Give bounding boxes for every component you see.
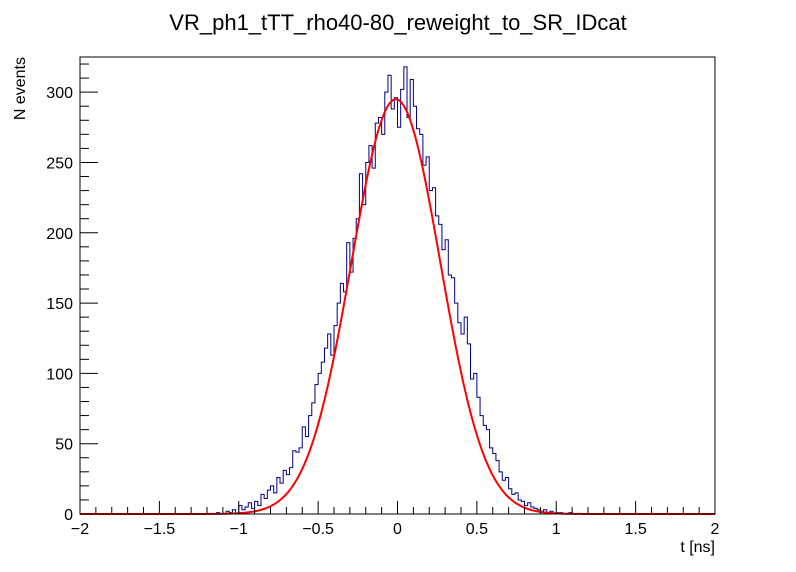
y-tick-label: 150 xyxy=(46,296,73,313)
x-tick-label: −1.5 xyxy=(144,521,176,538)
histogram-bin xyxy=(296,452,299,514)
histogram-bin xyxy=(385,92,388,514)
chart-title: VR_ph1_tTT_rho40-80_reweight_to_SR_IDcat xyxy=(169,10,626,35)
histogram-bin xyxy=(458,323,461,514)
histogram-bin xyxy=(328,334,331,514)
histogram-bin xyxy=(420,134,423,514)
histogram-bin xyxy=(344,292,347,514)
x-tick-label: 1.5 xyxy=(625,521,647,538)
fit-layer xyxy=(80,98,715,515)
histogram-bin xyxy=(378,117,381,514)
histogram-bin xyxy=(401,89,404,514)
x-tick-label: −2 xyxy=(71,521,89,538)
histogram-bin xyxy=(318,373,321,514)
histogram-bin xyxy=(331,355,334,514)
histogram-bin xyxy=(312,403,315,514)
histogram-bin xyxy=(461,334,464,514)
histogram-bin xyxy=(464,317,467,514)
y-tick-label: 300 xyxy=(46,85,73,102)
y-tick-label: 100 xyxy=(46,366,73,383)
y-axis-label: N events xyxy=(12,57,29,120)
histogram-bin xyxy=(394,98,397,514)
histogram-bin xyxy=(404,67,407,514)
histogram-bin xyxy=(493,454,496,514)
histogram-bin xyxy=(407,117,410,514)
histogram-outline xyxy=(80,66,715,515)
histogram-bin xyxy=(512,494,515,514)
histogram-layer xyxy=(80,66,715,515)
histogram-bin xyxy=(315,385,318,514)
y-tick-label: 250 xyxy=(46,155,73,172)
histogram-bin xyxy=(429,191,432,514)
x-tick-label: 0 xyxy=(393,521,402,538)
histogram-bin xyxy=(391,109,394,514)
y-tick-label: 200 xyxy=(46,226,73,243)
histogram-bin xyxy=(455,303,458,514)
histogram-bin xyxy=(324,348,327,514)
histogram-bin xyxy=(353,238,356,514)
histogram-bin xyxy=(359,174,362,514)
histogram-bin xyxy=(417,129,420,514)
histogram-bin xyxy=(375,123,378,514)
histogram-bin xyxy=(388,75,391,514)
histogram-bin xyxy=(436,216,439,514)
histogram-bin xyxy=(382,134,385,514)
histogram-bin xyxy=(502,480,505,514)
histogram-bin xyxy=(445,240,448,514)
histogram-bin xyxy=(356,219,359,514)
histogram-bin xyxy=(321,362,324,514)
histogram-bin xyxy=(398,127,401,514)
y-axis: 0 50 100 150 200 250 300 xyxy=(46,63,98,524)
x-tick-label: −0.5 xyxy=(302,521,334,538)
histogram-bin xyxy=(366,162,369,514)
fit-curve xyxy=(80,98,715,515)
histogram-bin xyxy=(410,79,413,514)
histogram-bin xyxy=(480,416,483,514)
x-tick-label: 2 xyxy=(711,521,720,538)
histogram-bin xyxy=(413,106,416,514)
y-tick-label: 0 xyxy=(64,507,73,524)
histogram-bin xyxy=(471,379,474,514)
y-tick-label: 50 xyxy=(55,437,73,454)
x-axis-label: t [ns] xyxy=(680,539,715,556)
x-tick-label: 1 xyxy=(552,521,561,538)
histogram-bin xyxy=(426,157,429,514)
histogram-bin xyxy=(299,448,302,514)
histogram-bin xyxy=(369,146,372,514)
histogram-bin xyxy=(363,205,366,514)
x-tick-label: 0.5 xyxy=(466,521,488,538)
x-tick-label: −1 xyxy=(230,521,248,538)
histogram-bin xyxy=(483,425,486,514)
histogram-bin xyxy=(423,165,426,514)
histogram-bin xyxy=(451,278,454,514)
histogram-bin xyxy=(372,168,375,514)
x-axis: −2 −1.5 −1 −0.5 0 0.5 1 1.5 2 xyxy=(71,501,720,538)
histogram-bin xyxy=(350,272,353,514)
histogram-bin xyxy=(264,499,267,514)
histogram-bin xyxy=(490,448,493,514)
histogram-bin xyxy=(305,437,308,514)
